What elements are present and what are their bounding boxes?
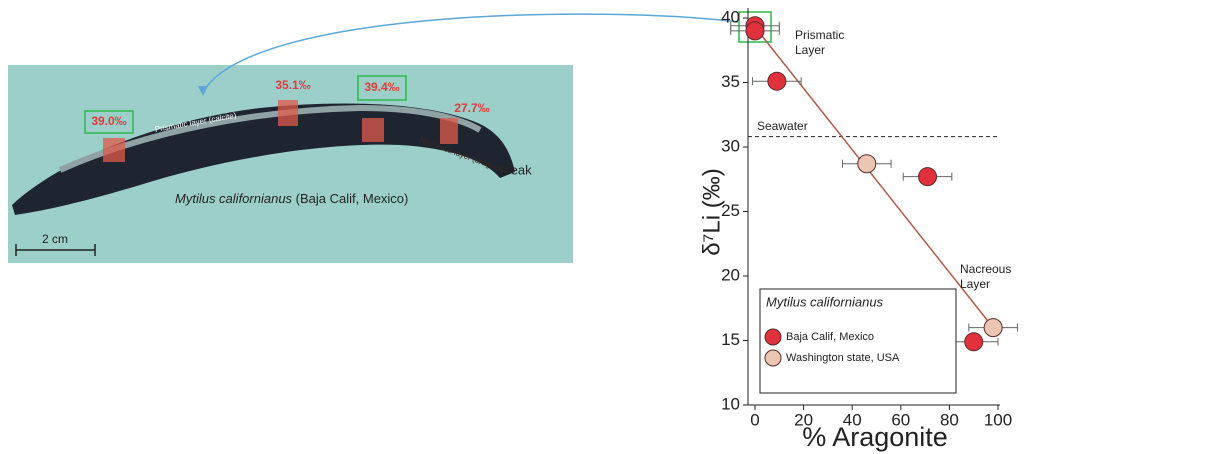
y-tick-label: 25: [721, 201, 740, 220]
species: Mytilus californianus: [175, 191, 293, 206]
y-tick-label: 40: [721, 7, 740, 26]
arrow-head: [198, 86, 208, 96]
point: [983, 318, 1003, 338]
point: [857, 154, 877, 174]
sample-spot: [103, 138, 125, 162]
annotation: Layer: [795, 43, 825, 57]
x-tick-label: 0: [750, 410, 759, 429]
legend-label: Washington state, USA: [786, 352, 900, 364]
highlight-box: [84, 110, 134, 134]
sample-label: 39.0‰: [91, 114, 126, 128]
y-tick-label: 35: [721, 72, 740, 91]
sample-label: 35.1‰: [275, 78, 310, 92]
highlight-box: [357, 75, 407, 101]
legend-box: [759, 288, 957, 394]
x-tick-label: 80: [940, 410, 959, 429]
sample-spot: [440, 118, 458, 144]
point: [918, 167, 938, 187]
highlight-box: [738, 11, 772, 43]
y-tick-label: 15: [721, 330, 740, 349]
x-tick-label: 100: [984, 410, 1012, 429]
scale-label: 2 cm: [42, 232, 68, 246]
y-tick-label: 20: [721, 265, 740, 284]
point: [745, 21, 765, 41]
x-axis-title: % Aragonite: [802, 422, 948, 452]
caption: Mytilus californianus (Baja Calif, Mexic…: [175, 191, 408, 206]
point: [767, 71, 787, 91]
x-tick-label: 60: [891, 410, 910, 429]
sample-spot: [278, 100, 298, 126]
sample-label: 39.4‰: [364, 80, 399, 94]
x-tick-label: 40: [843, 410, 862, 429]
y-tick-label: 10: [721, 394, 740, 413]
y-tick-label: 30: [721, 136, 740, 155]
legend-marker: [764, 328, 782, 346]
location: (Baja Calif, Mexico): [296, 191, 409, 206]
sample-label: 27.7‰: [454, 101, 489, 115]
x-tick-label: 20: [794, 410, 813, 429]
shell-edge: [58, 104, 482, 173]
shell: [12, 103, 515, 215]
point: [964, 332, 984, 352]
sample-spot: [362, 118, 384, 142]
legend-label: Baja Calif, Mexico: [786, 331, 874, 343]
annotation: Layer: [960, 277, 990, 291]
legend-marker: [764, 349, 782, 367]
annotation: Prismatic: [795, 28, 844, 42]
seawater-label: Seawater: [757, 119, 808, 133]
legend-title: Mytilus californianus: [766, 294, 884, 309]
y-axis-title: δ⁷Li (‰): [698, 168, 725, 255]
beak-label: Beak: [502, 162, 532, 177]
fit-line: [754, 26, 994, 329]
annotation: Nacreous: [960, 262, 1011, 276]
link-arrow: [202, 13, 739, 93]
